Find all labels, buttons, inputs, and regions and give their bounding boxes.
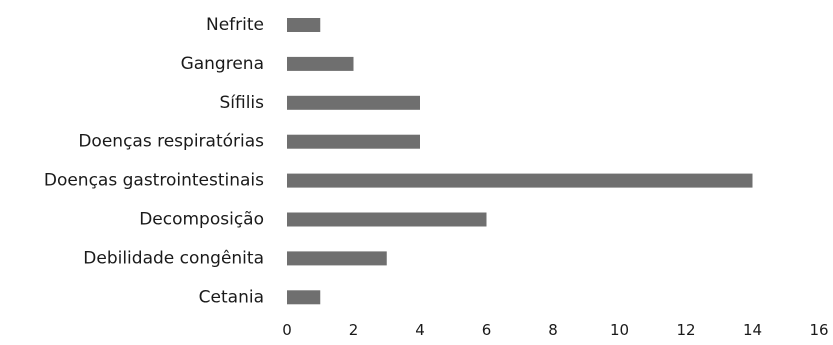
bar bbox=[287, 290, 321, 305]
x-axis-tick-labels: 0 2 4 6 8 10 12 14 16 bbox=[282, 321, 828, 339]
x-tick-label: 6 bbox=[482, 321, 492, 339]
category-label: Sífilis bbox=[219, 93, 264, 113]
category-label: Doenças gastrointestinais bbox=[44, 171, 264, 191]
x-tick-label: 10 bbox=[610, 321, 629, 339]
x-tick-label: 14 bbox=[743, 321, 762, 339]
category-label: Debilidade congênita bbox=[83, 248, 264, 268]
category-label: Cetania bbox=[199, 287, 264, 307]
x-tick-label: 8 bbox=[548, 321, 558, 339]
x-tick-label: 4 bbox=[415, 321, 425, 339]
category-label: Doenças respiratórias bbox=[78, 132, 264, 152]
x-tick-label: 16 bbox=[809, 321, 828, 339]
category-labels: Nefrite Gangrena Sífilis Doenças respiratór… bbox=[44, 15, 264, 307]
x-tick-label: 2 bbox=[349, 321, 359, 339]
bar bbox=[287, 95, 420, 110]
bars-group bbox=[287, 18, 753, 305]
category-label: Decomposição bbox=[139, 210, 264, 230]
bar bbox=[287, 56, 354, 71]
category-label: Nefrite bbox=[206, 15, 264, 35]
x-tick-label: 12 bbox=[676, 321, 695, 339]
x-tick-label: 0 bbox=[282, 321, 292, 339]
bar bbox=[287, 134, 420, 149]
bar bbox=[287, 173, 753, 188]
bar bbox=[287, 18, 321, 32]
category-label: Gangrena bbox=[181, 54, 264, 74]
bar bbox=[287, 251, 387, 266]
bar bbox=[287, 212, 487, 227]
